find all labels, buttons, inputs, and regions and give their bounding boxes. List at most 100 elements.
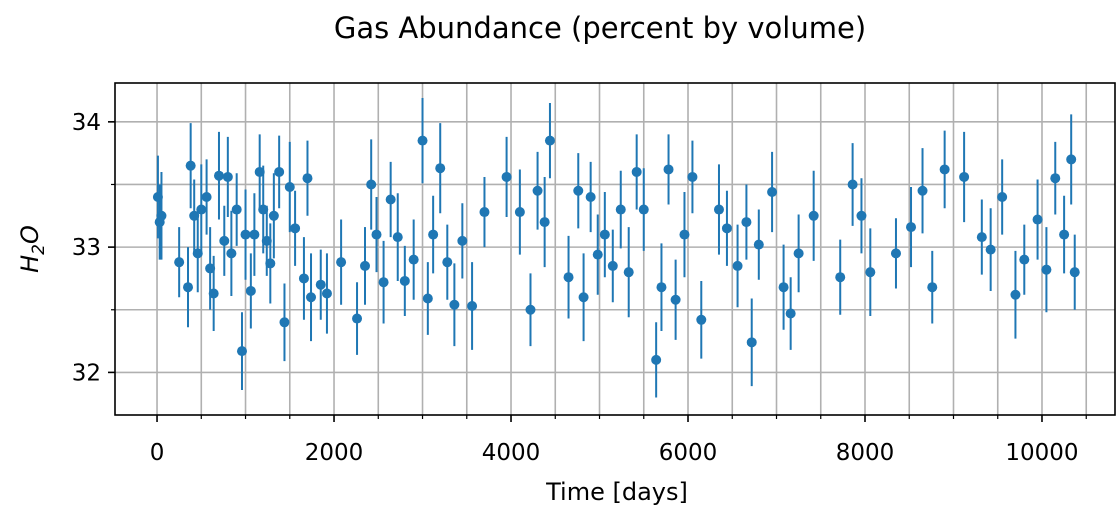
data-point xyxy=(399,275,410,286)
data-point xyxy=(189,210,200,221)
data-point xyxy=(1066,154,1077,165)
data-point xyxy=(315,279,326,290)
data-point xyxy=(732,260,743,271)
data-point xyxy=(767,186,778,197)
data-point xyxy=(378,277,389,288)
data-point xyxy=(976,232,987,243)
data-point xyxy=(514,207,525,218)
data-point xyxy=(306,292,317,303)
data-point xyxy=(835,272,846,283)
x-tick-label: 6000 xyxy=(659,440,718,466)
data-point xyxy=(205,263,216,274)
data-point xyxy=(615,204,626,215)
data-point xyxy=(997,192,1008,203)
data-point xyxy=(240,229,251,240)
data-point xyxy=(656,282,667,293)
data-point xyxy=(1050,173,1061,184)
data-point xyxy=(865,267,876,278)
data-point xyxy=(532,185,543,196)
data-point xyxy=(174,257,185,268)
data-point xyxy=(457,235,468,246)
data-point xyxy=(906,222,917,233)
data-point xyxy=(741,217,752,228)
data-point xyxy=(753,239,764,250)
data-point xyxy=(236,346,247,357)
data-point xyxy=(1041,264,1052,275)
data-point xyxy=(623,267,634,278)
data-point xyxy=(721,223,732,234)
x-tick-label: 2000 xyxy=(305,440,364,466)
data-point xyxy=(525,304,536,315)
data-point xyxy=(808,210,819,221)
data-point xyxy=(392,232,403,243)
data-point xyxy=(208,288,219,299)
data-point xyxy=(196,204,207,215)
y-label-subscript: 2 xyxy=(29,244,49,255)
axes-frame xyxy=(114,82,1116,416)
data-point xyxy=(231,204,242,215)
data-point xyxy=(917,185,928,196)
data-point xyxy=(847,179,858,190)
data-point xyxy=(578,292,589,303)
data-point xyxy=(573,185,584,196)
data-point xyxy=(793,248,804,259)
data-point xyxy=(544,135,555,146)
data-point xyxy=(156,210,167,221)
y-label-part: H xyxy=(16,255,44,273)
data-point xyxy=(663,164,674,175)
data-point xyxy=(279,317,290,328)
data-point xyxy=(631,166,642,177)
data-point xyxy=(302,173,313,184)
data-point xyxy=(1069,267,1080,278)
data-point xyxy=(360,260,370,271)
data-point xyxy=(290,223,301,234)
data-point xyxy=(679,229,690,240)
data-point xyxy=(226,248,237,259)
data-point xyxy=(249,229,260,240)
data-point xyxy=(152,192,163,203)
data-point xyxy=(298,273,309,284)
y-axis-label: H2O xyxy=(16,225,49,273)
data-point xyxy=(213,170,224,181)
data-point xyxy=(939,164,950,175)
data-point xyxy=(501,171,512,182)
x-axis-label: Time [days] xyxy=(545,478,688,506)
data-point xyxy=(607,260,618,271)
data-point xyxy=(442,257,453,268)
y-tick-label: 33 xyxy=(72,235,101,261)
chart-title: Gas Abundance (percent by volume) xyxy=(334,11,866,45)
data-point xyxy=(890,248,901,259)
y-tick-label: 34 xyxy=(72,110,101,136)
data-point xyxy=(385,194,396,205)
x-tick-label: 8000 xyxy=(836,440,895,466)
data-point xyxy=(268,210,279,221)
data-point xyxy=(192,248,203,259)
data-point xyxy=(778,282,789,293)
data-point xyxy=(927,282,938,293)
data-point xyxy=(284,181,295,192)
data-point xyxy=(479,207,490,218)
x-tick-label: 0 xyxy=(150,440,165,466)
x-tick-label: 10000 xyxy=(1005,440,1078,466)
data-point xyxy=(785,308,796,319)
data-point xyxy=(366,179,377,190)
data-point xyxy=(428,229,439,240)
data-point xyxy=(261,235,272,246)
data-point xyxy=(222,171,233,182)
data-point xyxy=(435,163,446,174)
data-point xyxy=(539,217,550,228)
data-point xyxy=(219,235,230,246)
data-point xyxy=(467,301,478,312)
data-point xyxy=(1010,289,1021,300)
data-point xyxy=(254,166,265,177)
data-point xyxy=(449,299,460,310)
data-point xyxy=(687,171,698,182)
data-point xyxy=(1019,254,1030,265)
data-point xyxy=(1059,229,1070,240)
data-point xyxy=(592,249,603,260)
data-point xyxy=(336,257,347,268)
data-point xyxy=(563,272,574,283)
x-tick-label: 4000 xyxy=(482,440,541,466)
data-point xyxy=(352,313,363,324)
